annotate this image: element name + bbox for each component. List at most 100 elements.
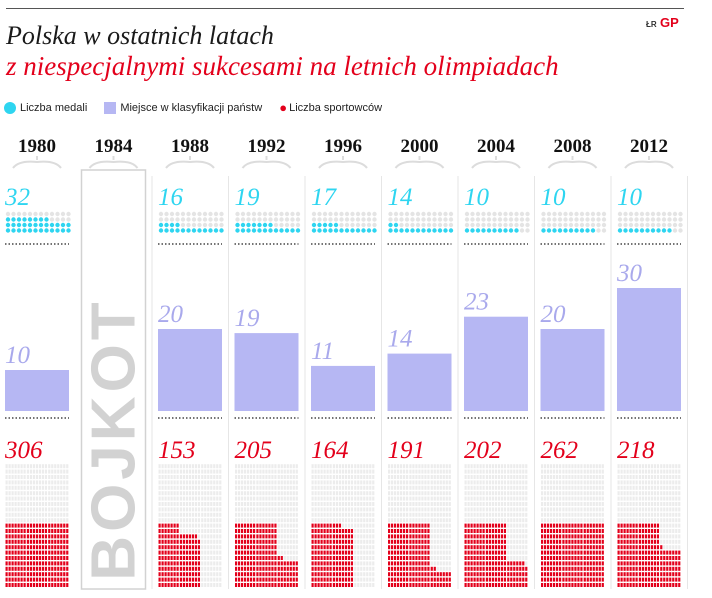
athlete-figure-1992 — [289, 561, 292, 566]
athlete-figure-1980 — [17, 496, 20, 501]
athlete-figure-1988 — [197, 507, 201, 512]
athlete-figure-1992 — [238, 561, 241, 566]
athlete-figure-1992 — [280, 502, 283, 506]
athlete-figure-2012 — [623, 550, 626, 555]
athlete-figure-1996 — [344, 561, 348, 566]
athlete-figure-2012 — [626, 518, 629, 523]
athlete-figure-1980 — [63, 529, 66, 533]
athlete-figure-1988 — [219, 556, 222, 560]
athlete-figure-1980 — [35, 561, 39, 566]
athlete-figure-1992 — [241, 577, 244, 582]
athlete-figure-2012 — [644, 556, 648, 560]
athlete-figure-1980 — [14, 485, 17, 490]
athlete-figure-1996 — [344, 491, 348, 496]
athlete-figure-2012 — [644, 583, 648, 587]
athlete-figure-2000 — [448, 491, 451, 496]
medal-dot-2012 — [634, 217, 639, 222]
athlete-figure-2008 — [550, 556, 553, 560]
athlete-figure-1988 — [164, 556, 167, 560]
athlete-figure-1992 — [280, 523, 283, 528]
athlete-figure-1980 — [29, 464, 33, 469]
medal-dot-2008 — [568, 222, 574, 228]
athlete-figure-1996 — [338, 545, 342, 550]
athlete-figure-2004 — [491, 572, 495, 577]
medal-dot-2004 — [486, 222, 492, 228]
athlete-figure-2008 — [541, 485, 544, 490]
athlete-figure-1992 — [280, 561, 283, 566]
athlete-figure-1996 — [338, 529, 342, 533]
athlete-figure-1980 — [5, 572, 8, 577]
athlete-figure-1996 — [320, 566, 323, 571]
athlete-figure-2004 — [488, 480, 492, 485]
athlete-figure-1996 — [366, 496, 369, 501]
athlete-figure-2000 — [388, 534, 391, 539]
athlete-figure-2008 — [550, 496, 553, 501]
athlete-figure-1996 — [317, 550, 320, 555]
athlete-figure-2000 — [400, 545, 403, 550]
athlete-figure-1980 — [38, 523, 42, 528]
athlete-figure-2000 — [388, 539, 391, 544]
athlete-figure-2000 — [403, 485, 406, 490]
athlete-figure-1988 — [167, 507, 170, 512]
athlete-figure-1980 — [60, 561, 63, 566]
athlete-figure-2012 — [663, 550, 666, 555]
athlete-figure-2004 — [510, 502, 513, 506]
athlete-person-icon: ● — [279, 100, 288, 115]
athlete-figure-1996 — [332, 539, 336, 544]
athlete-figure-2008 — [559, 561, 562, 566]
athlete-figure-1992 — [253, 545, 256, 550]
athlete-figure-2008 — [595, 491, 598, 496]
athlete-figure-1996 — [329, 512, 332, 517]
athlete-figure-2000 — [394, 491, 397, 496]
athlete-figure-2008 — [601, 523, 604, 528]
athlete-figure-2008 — [586, 518, 589, 523]
athlete-figure-2000 — [391, 491, 394, 496]
medal-dot-2000 — [410, 217, 415, 222]
athlete-figure-1988 — [201, 496, 204, 501]
athlete-figure-1992 — [268, 485, 271, 490]
athlete-figure-1992 — [286, 550, 289, 555]
athlete-figure-1992 — [292, 572, 295, 577]
athlete-figure-1992 — [274, 496, 277, 501]
athlete-figure-2008 — [559, 464, 562, 469]
athlete-figure-1992 — [262, 561, 265, 566]
athlete-figure-2008 — [580, 469, 583, 474]
athlete-figure-2004 — [476, 534, 479, 539]
athlete-figure-1996 — [363, 583, 366, 587]
athlete-figure-2000 — [436, 545, 439, 550]
athlete-figure-1988 — [176, 496, 179, 501]
athlete-figure-2000 — [421, 583, 424, 587]
athlete-figure-2000 — [397, 523, 400, 528]
athlete-figure-1996 — [329, 496, 332, 501]
athlete-figure-2000 — [412, 523, 415, 528]
athlete-figure-2004 — [491, 502, 495, 506]
athlete-figure-2000 — [403, 529, 406, 533]
athlete-figure-1996 — [326, 496, 329, 501]
athlete-figure-2000 — [388, 550, 391, 555]
athlete-figure-2000 — [424, 491, 427, 496]
medal-dot-2000 — [437, 222, 443, 228]
athlete-figure-2012 — [669, 485, 672, 490]
athlete-figure-1988 — [176, 550, 179, 555]
athlete-figure-1992 — [280, 539, 283, 544]
athlete-figure-2012 — [629, 545, 632, 550]
athlete-figure-1992 — [253, 550, 256, 555]
athlete-figure-1996 — [323, 469, 326, 474]
athlete-figure-2004 — [525, 561, 528, 566]
athlete-figure-1980 — [26, 491, 30, 496]
athlete-figure-2012 — [650, 480, 654, 485]
athlete-figure-2004 — [522, 539, 525, 544]
medal-dot-1992 — [235, 211, 240, 217]
athlete-figure-1992 — [238, 534, 241, 539]
athlete-figure-2012 — [644, 512, 648, 517]
athlete-figure-1992 — [244, 485, 247, 490]
athlete-figure-2012 — [620, 475, 623, 479]
athlete-figure-2008 — [580, 556, 583, 560]
medal-dot-1992 — [262, 222, 268, 228]
athlete-figure-2000 — [436, 529, 439, 533]
medal-dot-2000 — [448, 222, 454, 228]
athlete-figure-1980 — [17, 512, 20, 517]
athlete-figure-2008 — [559, 502, 562, 506]
athlete-figure-1980 — [11, 556, 14, 560]
athlete-figure-2000 — [442, 485, 445, 490]
